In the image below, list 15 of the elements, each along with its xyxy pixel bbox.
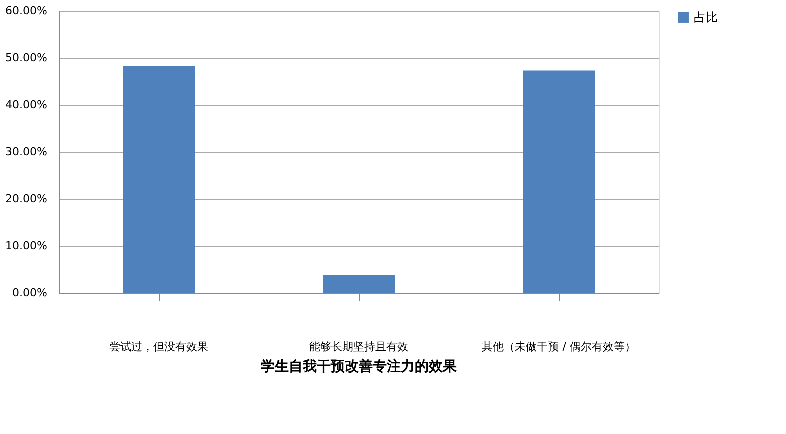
bar — [323, 275, 395, 293]
bar — [123, 66, 195, 293]
text: 学生自我干预改善专注力的效果 — [261, 358, 458, 375]
y-tick-label: 50.00% — [6, 52, 48, 64]
y-tick-label: 10.00% — [6, 240, 48, 252]
y-tick-label: 30.00% — [6, 146, 48, 158]
x-tick-label: 其他（未做干预 / 偶尔有效等） — [482, 340, 636, 354]
y-tick-label: 40.00% — [6, 98, 48, 112]
bar — [523, 70, 595, 293]
legend-label: 占比 — [694, 10, 718, 24]
x-tick-label: 能够长期坚持且有效 — [310, 340, 408, 354]
y-tick-label: 20.00% — [6, 192, 48, 206]
x-tick-label: 尝试过，但没有效果 — [110, 340, 208, 354]
y-tick-label: 60.00% — [6, 4, 48, 18]
y-tick-label: 0.00% — [12, 286, 48, 300]
